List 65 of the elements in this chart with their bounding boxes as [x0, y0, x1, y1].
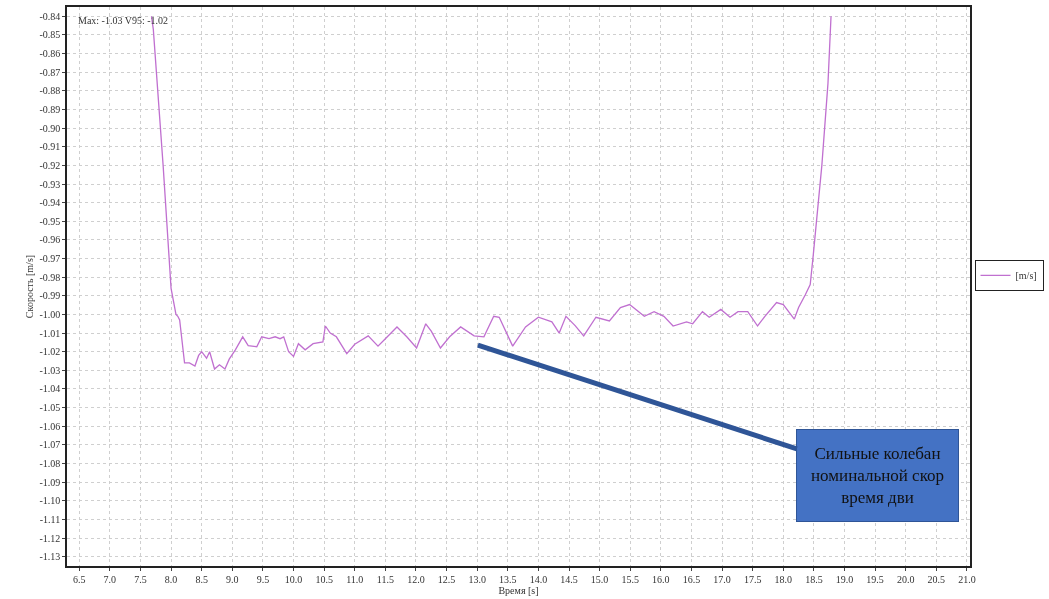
x-tick-label: 12.5: [437, 573, 456, 585]
y-tick-label: -1.02: [39, 346, 61, 358]
y-tick-label: -0.97: [39, 253, 61, 265]
x-tick-label: 7.5: [134, 573, 147, 585]
y-tick-label: -1.07: [39, 439, 61, 451]
x-tick-label: 9.0: [226, 573, 239, 585]
y-tick-label: -0.96: [39, 234, 61, 246]
y-tick-label: -1.12: [39, 532, 61, 544]
y-tick-label: -0.87: [39, 66, 61, 78]
x-tick-label: 18.0: [774, 573, 793, 585]
legend-label: [m/s]: [1015, 270, 1037, 282]
y-tick-label: -0.84: [39, 10, 61, 22]
x-tick-label: 14.5: [560, 573, 578, 585]
y-axis-title: Скорость [m/s]: [23, 254, 35, 319]
y-tick-label: -1.05: [39, 402, 61, 414]
x-tick-label: 20.0: [896, 573, 915, 585]
y-tick-label: -1.08: [39, 458, 61, 470]
y-tick-label: -1.01: [39, 327, 61, 339]
x-tick-label: 21.0: [958, 573, 976, 585]
y-tick-label: -0.89: [39, 103, 61, 115]
y-tick-label: -0.88: [39, 85, 61, 97]
x-tick-label: 14.0: [529, 573, 548, 585]
x-tick-label: 7.0: [103, 573, 117, 585]
y-tick-label: -0.85: [39, 29, 61, 41]
x-tick-label: 9.5: [256, 573, 270, 585]
y-tick-label: -0.94: [39, 197, 61, 209]
x-tick-label: 19.5: [866, 573, 884, 585]
y-tick-label: -0.99: [39, 290, 61, 302]
y-tick-label: -0.93: [39, 178, 61, 190]
x-tick-label: 16.5: [682, 573, 701, 585]
x-tick-label: 11.5: [376, 573, 394, 585]
y-tick-label: -1.09: [39, 476, 61, 488]
y-tick-label: -0.95: [39, 215, 61, 227]
annotation: Сильные колебан номинальной скор время дви: [811, 444, 945, 508]
x-tick-label: 12.0: [407, 573, 425, 585]
x-tick-label: 10.5: [315, 573, 333, 585]
x-tick-label: 11.0: [346, 573, 364, 585]
y-tick-label: -1.04: [39, 383, 61, 395]
y-tick-label: -0.92: [39, 159, 61, 171]
y-tick-label: -1.06: [39, 420, 61, 432]
x-tick-label: 20.5: [927, 573, 946, 585]
x-tick-label: 6.5: [72, 573, 86, 585]
x-tick-label: 19.0: [835, 573, 854, 585]
annotation: Max: -1.03 V95: -1.02: [78, 15, 169, 26]
y-tick-label: -1.11: [39, 513, 61, 525]
x-tick-label: 17.0: [713, 573, 731, 585]
y-tick-label: -1.13: [39, 551, 61, 563]
x-tick-label: 8.0: [164, 573, 178, 585]
x-tick-label: 15.5: [621, 573, 639, 585]
x-tick-label: 13.5: [499, 573, 517, 585]
x-tick-label: 15.0: [590, 573, 609, 585]
y-tick-label: -1.03: [39, 364, 61, 376]
y-tick-label: -0.86: [39, 48, 61, 60]
x-tick-label: 16.0: [652, 573, 670, 585]
x-tick-label: 13.0: [468, 573, 486, 585]
x-axis-title: Время [s]: [498, 584, 539, 596]
x-tick-label: 8.5: [195, 573, 208, 585]
x-tick-label: 17.5: [743, 573, 762, 585]
x-tick-label: 18.5: [805, 573, 823, 585]
x-tick-label: 10.0: [284, 573, 303, 585]
y-tick-label: -0.90: [39, 122, 61, 134]
y-tick-label: -1.00: [39, 308, 61, 320]
y-tick-label: -1.10: [39, 495, 61, 507]
y-tick-label: -0.91: [39, 141, 61, 153]
y-tick-label: -0.98: [39, 271, 61, 283]
